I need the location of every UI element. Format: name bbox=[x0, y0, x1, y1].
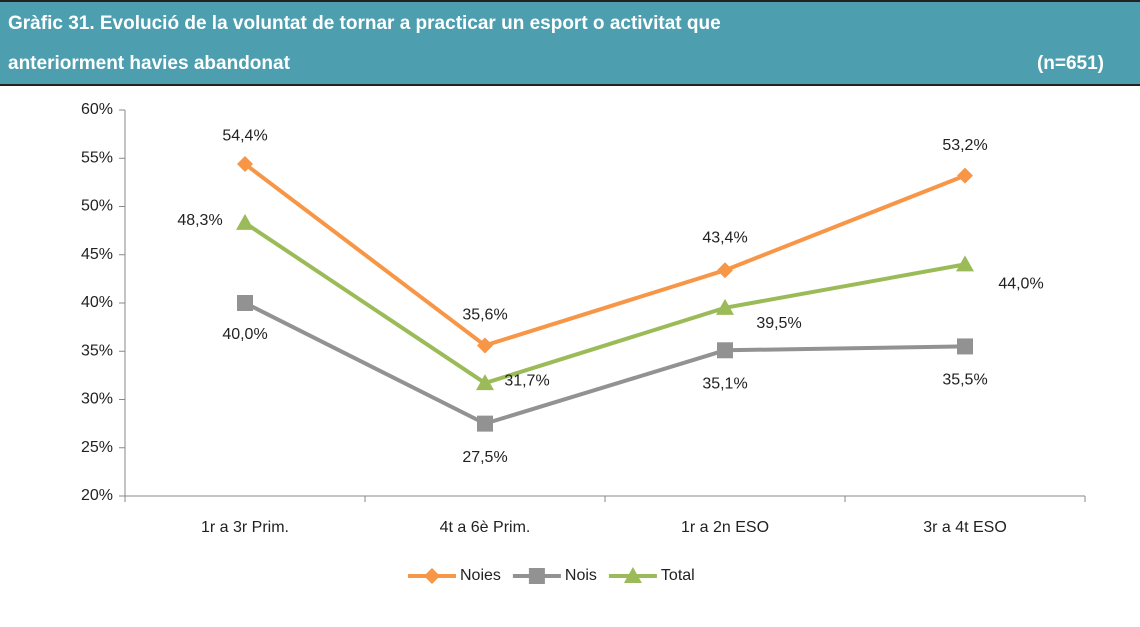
legend-marker bbox=[528, 568, 545, 584]
point bbox=[236, 213, 254, 230]
data-label: 31,7% bbox=[504, 372, 549, 389]
point bbox=[717, 342, 733, 359]
point bbox=[957, 338, 973, 355]
data-label: 44,0% bbox=[998, 276, 1043, 293]
sample-note: (n=651) bbox=[1037, 53, 1104, 74]
data-label: 54,4% bbox=[222, 127, 267, 144]
data-label: 35,1% bbox=[702, 376, 747, 393]
point bbox=[476, 374, 494, 391]
x-tick-label: 1r a 3r Prim. bbox=[201, 519, 289, 536]
chart-title: Gràfic 31. Evolució de la voluntat de to… bbox=[8, 13, 721, 34]
legend-label: Nois bbox=[565, 567, 597, 584]
series-line bbox=[244, 301, 966, 426]
point bbox=[237, 295, 253, 311]
point bbox=[956, 255, 974, 272]
data-label: 53,2% bbox=[942, 137, 987, 154]
data-label: 39,5% bbox=[756, 315, 801, 332]
data-label: 43,4% bbox=[702, 229, 747, 246]
y-tick-label: 20% bbox=[81, 487, 113, 504]
point bbox=[717, 262, 733, 279]
data-label: 35,5% bbox=[942, 372, 987, 389]
y-tick-label: 30% bbox=[81, 391, 113, 408]
point bbox=[957, 167, 973, 184]
x-tick-label: 4t a 6è Prim. bbox=[440, 519, 531, 536]
x-tick-label: 1r a 2n ESO bbox=[681, 519, 769, 536]
legend-marker bbox=[424, 568, 440, 584]
y-tick-label: 50% bbox=[81, 198, 113, 215]
y-tick-label: 40% bbox=[81, 294, 113, 311]
point bbox=[477, 337, 493, 354]
y-tick-label: 35% bbox=[81, 342, 113, 359]
x-tick-label: 3r a 4t ESO bbox=[923, 519, 1007, 536]
point bbox=[237, 156, 253, 173]
data-label: 40,0% bbox=[222, 326, 267, 343]
data-label: 48,3% bbox=[177, 212, 222, 229]
data-label: 35,6% bbox=[462, 307, 507, 324]
legend-marker bbox=[623, 567, 642, 583]
y-tick-label: 45% bbox=[81, 246, 113, 263]
series-line bbox=[243, 162, 966, 348]
y-tick-label: 25% bbox=[81, 439, 113, 456]
y-tick-label: 60% bbox=[81, 101, 113, 118]
data-label: 27,5% bbox=[462, 449, 507, 466]
point bbox=[477, 415, 493, 432]
chart-title: anteriorment havies abandonat bbox=[8, 53, 291, 74]
series-line bbox=[243, 221, 966, 386]
legend-label: Total bbox=[661, 567, 695, 584]
point bbox=[716, 298, 734, 315]
legend-label: Noies bbox=[460, 567, 501, 584]
y-tick-label: 55% bbox=[81, 149, 113, 166]
header-band bbox=[0, 0, 1140, 85]
